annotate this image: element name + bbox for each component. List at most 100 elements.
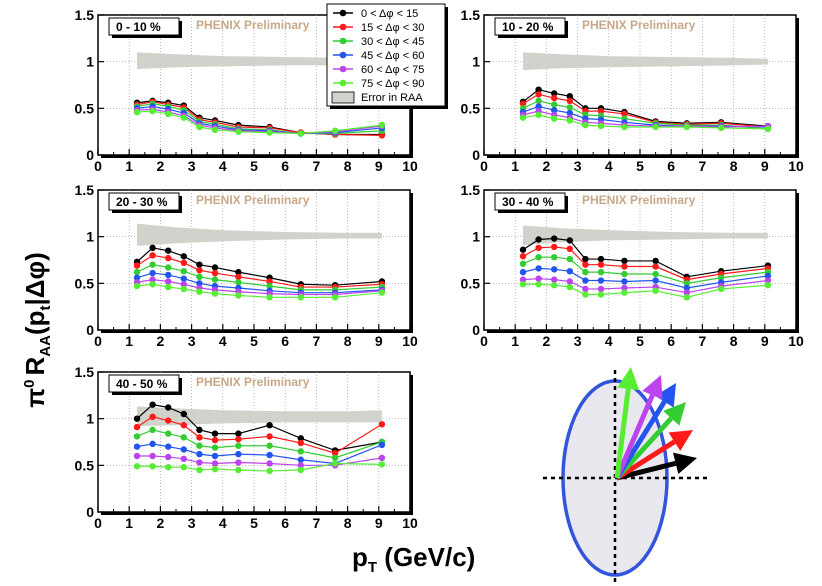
x-tick-label: 4 <box>219 333 227 349</box>
data-point <box>378 289 386 296</box>
centrality-label-box <box>108 374 180 393</box>
data-point <box>717 285 725 293</box>
data-point <box>551 235 558 242</box>
data-point <box>551 254 558 261</box>
data-point <box>165 404 172 411</box>
data-point <box>551 107 558 114</box>
data-point <box>196 434 203 441</box>
data-point <box>196 288 203 295</box>
data-point <box>266 467 273 475</box>
data-point <box>266 422 273 429</box>
data-point <box>535 236 542 243</box>
x-tick-label: 1 <box>125 158 133 174</box>
data-point <box>133 415 141 422</box>
data-point <box>211 269 219 277</box>
data-point <box>180 275 187 282</box>
x-tick-label: 4 <box>605 158 613 174</box>
data-point <box>149 463 156 470</box>
data-point <box>764 272 772 280</box>
x-tick-label: 1 <box>511 158 519 174</box>
y-tick-label: 0.5 <box>75 275 95 291</box>
data-point <box>378 454 386 462</box>
data-point <box>297 130 304 137</box>
data-point <box>180 464 187 471</box>
data-point <box>297 456 304 463</box>
centrality-label-box <box>494 192 566 211</box>
data-point <box>149 252 156 259</box>
data-point <box>149 413 156 420</box>
data-point <box>149 244 156 252</box>
data-point <box>519 253 527 260</box>
data-point <box>378 121 386 129</box>
data-point <box>621 284 628 292</box>
x-tick-label: 4 <box>219 158 227 174</box>
y-tick-label: 0 <box>86 504 94 520</box>
data-point <box>133 443 141 450</box>
x-tick-label: 5 <box>250 333 258 349</box>
data-point <box>597 268 605 276</box>
data-point <box>566 97 573 105</box>
x-tick-label: 2 <box>157 515 165 531</box>
x-tick-label: 8 <box>344 333 352 349</box>
x-tick-label: 2 <box>543 158 551 174</box>
data-point <box>149 401 156 408</box>
data-point <box>378 421 386 428</box>
y-tick-label: 0.5 <box>75 457 95 473</box>
x-tick-label: 1 <box>125 333 133 349</box>
data-point <box>235 436 242 443</box>
data-point <box>297 435 304 442</box>
data-point <box>211 436 219 444</box>
x-tick-label: 6 <box>667 158 675 174</box>
centrality-label: 10 - 20 % <box>502 20 554 34</box>
data-point <box>165 464 172 471</box>
data-point <box>582 121 589 129</box>
x-tick-label: 5 <box>636 158 644 174</box>
data-point <box>133 274 141 281</box>
x-tick-label: 7 <box>313 333 321 349</box>
data-point <box>133 108 141 116</box>
y-tick-label: 1.5 <box>461 7 481 23</box>
x-tick-label: 9 <box>761 158 769 174</box>
data-point <box>621 289 628 296</box>
x-tick-label: 2 <box>157 333 165 349</box>
data-point <box>180 285 187 293</box>
x-tick-label: 2 <box>157 158 165 174</box>
data-point <box>235 128 242 135</box>
data-point <box>535 97 542 105</box>
y-tick-label: 1 <box>86 54 94 70</box>
data-point <box>566 117 573 124</box>
data-point <box>165 283 172 291</box>
x-tick-label: 10 <box>402 158 418 174</box>
y-tick-label: 1.5 <box>75 7 95 23</box>
x-tick-label: 9 <box>375 158 383 174</box>
lightgreen-arrow <box>614 367 640 479</box>
panel-3: PHENIX Preliminary 0 1 2 3 4 5 6 7 8 9 10 0 0.5 1 1.5 20… <box>75 182 418 349</box>
x-tick-label: 7 <box>699 158 707 174</box>
data-point <box>266 278 273 285</box>
data-point <box>196 123 203 131</box>
data-point <box>149 426 156 434</box>
data-point <box>235 292 242 299</box>
data-point <box>519 100 527 107</box>
data-point <box>652 263 659 270</box>
legend-marker <box>339 23 347 31</box>
legend-marker <box>339 65 347 73</box>
data-point <box>535 86 542 93</box>
data-point <box>535 281 542 288</box>
data-point <box>621 257 628 265</box>
data-point <box>621 278 628 285</box>
x-tick-label: 3 <box>188 158 196 174</box>
x-tick-label: 5 <box>250 158 258 174</box>
data-point <box>211 444 219 451</box>
data-point <box>235 279 242 286</box>
data-point <box>235 459 242 466</box>
data-point <box>211 430 219 437</box>
data-point <box>331 450 339 457</box>
y-tick-label: 0.5 <box>461 275 481 291</box>
data-point <box>683 294 690 301</box>
data-point <box>597 285 605 293</box>
data-point <box>551 266 558 273</box>
data-point <box>297 448 304 455</box>
data-point <box>180 259 187 266</box>
